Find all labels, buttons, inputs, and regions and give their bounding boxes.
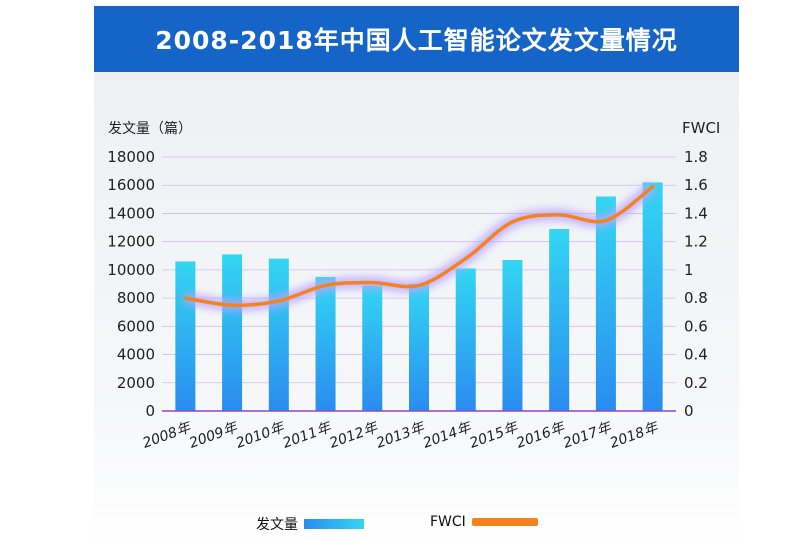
y-tick-left: 2000 xyxy=(117,374,155,392)
y-tick-right: 0.2 xyxy=(684,374,708,392)
x-tick-label: 2016年 xyxy=(514,419,568,452)
bar xyxy=(409,284,429,411)
y-tick-right: 1.6 xyxy=(684,176,708,194)
y-tick-left: 0 xyxy=(145,402,155,420)
y-tick-left: 4000 xyxy=(117,346,155,364)
fwci-point xyxy=(604,218,608,223)
legend-item-line: FWCI xyxy=(430,514,538,530)
y-tick-left: 12000 xyxy=(107,233,155,251)
bar xyxy=(268,258,289,411)
fwci-point xyxy=(183,296,187,300)
legend-swatch-bar xyxy=(304,519,364,529)
y-tick-right: 1.4 xyxy=(684,204,708,222)
y-tick-right: 0.4 xyxy=(684,346,708,364)
fwci-point xyxy=(230,303,234,307)
fwci-point xyxy=(651,185,655,189)
bar xyxy=(595,196,616,411)
y-tick-left: 14000 xyxy=(107,204,155,222)
y-axis-label-right: FWCI xyxy=(682,119,720,137)
x-tick-label: 2009年 xyxy=(187,419,241,452)
x-tick-label: 2010年 xyxy=(234,419,288,452)
fwci-point xyxy=(557,213,561,217)
fwci-point xyxy=(370,280,374,285)
bar xyxy=(549,228,570,411)
fwci-point xyxy=(510,220,515,224)
fwci-point xyxy=(323,283,328,288)
x-tick-label: 2013年 xyxy=(374,419,428,452)
fwci-line-glow xyxy=(184,181,657,312)
legend-swatch-line xyxy=(471,518,538,526)
legend-label-bar: 发文量 xyxy=(256,517,298,533)
y-axis-label-left: 发文量（篇） xyxy=(108,121,192,137)
y-tick-right: 0.6 xyxy=(684,317,708,335)
bar xyxy=(455,268,476,411)
bar xyxy=(175,261,196,411)
x-tick-label: 2014年 xyxy=(421,419,475,452)
x-tick-label: 2018年 xyxy=(608,419,662,452)
bar xyxy=(502,260,523,411)
x-tick-label: 2012年 xyxy=(328,419,382,452)
y-tick-left: 16000 xyxy=(107,176,155,194)
legend-label-line: FWCI xyxy=(430,514,466,530)
y-tick-left: 18000 xyxy=(107,148,155,166)
bar xyxy=(362,285,383,411)
fwci-point xyxy=(464,257,468,261)
fwci-point xyxy=(417,283,421,288)
bar xyxy=(222,254,243,411)
y-tick-left: 6000 xyxy=(117,317,155,335)
y-tick-right: 1 xyxy=(684,261,694,279)
y-tick-right: 0 xyxy=(684,402,694,420)
x-tick-label: 2017年 xyxy=(561,419,615,452)
y-tick-left: 8000 xyxy=(117,289,155,307)
x-tick-label: 2015年 xyxy=(468,419,522,452)
fwci-point xyxy=(277,299,281,303)
chart-title: 2008-2018年中国人工智能论文发文量情况 xyxy=(155,26,678,55)
x-tick-label: 2011年 xyxy=(281,419,335,452)
bar xyxy=(315,276,336,411)
y-tick-left: 10000 xyxy=(107,261,155,279)
y-tick-right: 1.8 xyxy=(684,148,708,166)
y-tick-right: 0.8 xyxy=(684,289,708,307)
y-tick-right: 1.2 xyxy=(684,233,708,251)
title-banner: 2008-2018年中国人工智能论文发文量情况 xyxy=(94,6,739,72)
x-tick-label: 2008年 xyxy=(141,419,195,452)
legend-item-bar: 发文量 xyxy=(256,514,364,534)
bar xyxy=(642,182,663,411)
